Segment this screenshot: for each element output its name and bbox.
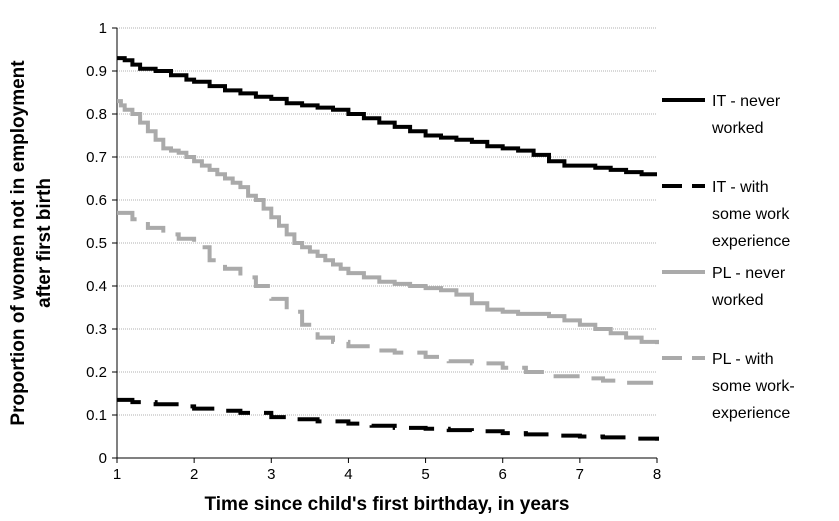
x-tick-label: 7 xyxy=(576,466,584,483)
legend-label: IT - with xyxy=(712,179,769,196)
y-tick-label: 1 xyxy=(99,20,107,37)
y-tick-label: 0.5 xyxy=(86,235,107,252)
legend-label: IT - never xyxy=(712,93,781,110)
axes: 0 0.1 0.2 0.3 0.4 0.5 0.6 0.7 0.8 0.9 1 1 2 3 4 5 6 7 8 xyxy=(86,20,661,483)
x-tick-label: 5 xyxy=(421,466,429,483)
x-axis-title: Time since child's first birthday, in ye… xyxy=(205,494,570,515)
gridlines xyxy=(117,27,657,416)
y-tick-label: 0.6 xyxy=(86,192,107,209)
x-tick-label: 1 xyxy=(113,466,121,483)
y-tick-label: 0.3 xyxy=(86,321,107,338)
y-tick-label: 0 xyxy=(99,450,107,467)
series-line-2 xyxy=(117,397,659,441)
y-tick-label: 0.9 xyxy=(86,63,107,80)
y-tick-label: 0.4 xyxy=(86,278,107,295)
axis-titles: Time since child's first birthday, in ye… xyxy=(8,60,569,515)
series-line-3 xyxy=(117,99,659,345)
legend-label: experience xyxy=(712,405,790,422)
legend-label: some work- xyxy=(712,378,795,395)
x-tick-label: 8 xyxy=(653,466,661,483)
y-tick-label: 0.8 xyxy=(86,106,107,123)
legend: IT - never worked IT - with some work experi… xyxy=(662,93,795,422)
y-tick-label: 0.2 xyxy=(86,364,107,381)
y-tick-label: 0.7 xyxy=(86,149,107,166)
series-line-1 xyxy=(117,56,657,177)
x-tick-label: 4 xyxy=(344,466,352,483)
legend-label: worked xyxy=(711,120,764,137)
legend-label: experience xyxy=(712,233,790,250)
series-line-4 xyxy=(117,210,659,385)
y-axis-title: Proportion of women not in employment aft… xyxy=(8,60,55,426)
legend-label: some work xyxy=(712,206,790,223)
y-axis-title-line: after first birth xyxy=(34,178,55,308)
legend-label: worked xyxy=(711,292,764,309)
x-tick-label: 3 xyxy=(267,466,275,483)
y-tick-label: 0.1 xyxy=(86,407,107,424)
x-tick-label: 6 xyxy=(499,466,507,483)
y-axis-title-line: Proportion of women not in employment xyxy=(8,60,29,426)
legend-label: PL - with xyxy=(712,351,774,368)
x-tick-label: 2 xyxy=(190,466,198,483)
legend-label: PL - never xyxy=(712,265,786,282)
series-lines xyxy=(117,56,659,441)
